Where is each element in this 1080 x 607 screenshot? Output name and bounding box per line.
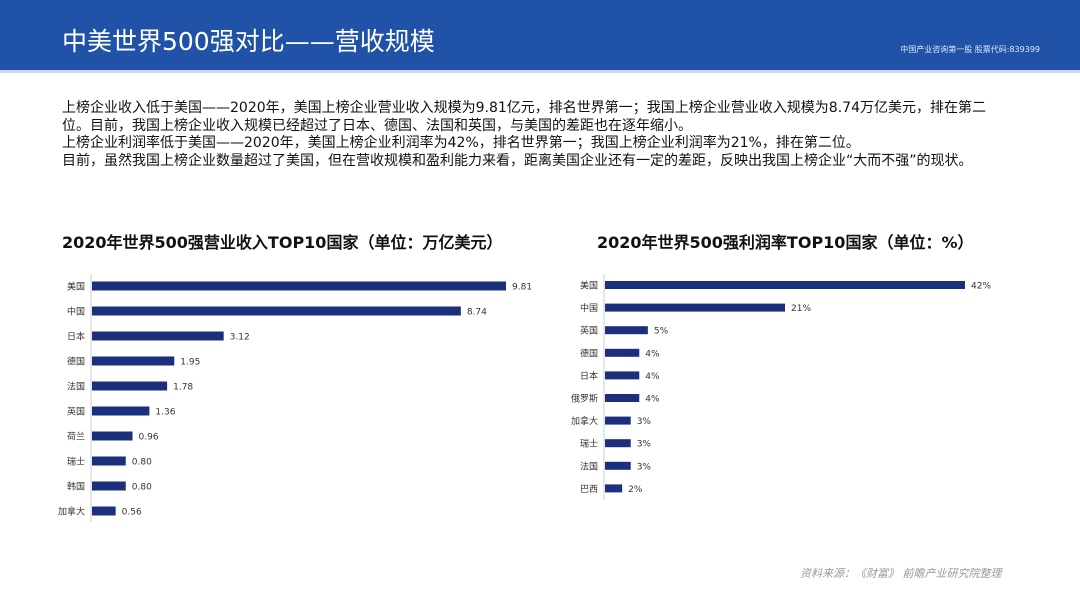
category-label: 德国 xyxy=(580,347,598,359)
page-title: 中美世界500强对比——营收规模 xyxy=(62,27,435,56)
category-label: 加拿大 xyxy=(58,506,85,518)
category-label: 瑞士 xyxy=(67,456,85,468)
value-label: 8.74 xyxy=(467,308,487,318)
value-label: 9.81 xyxy=(512,283,532,293)
category-label: 瑞士 xyxy=(580,438,598,450)
value-label: 1.95 xyxy=(180,358,200,368)
value-label: 4% xyxy=(645,372,660,382)
header-bar: 中美世界500强对比——营收规模 中国产业咨询第一股 股票代码:839399 xyxy=(0,0,1080,73)
bar-0 xyxy=(605,281,965,289)
category-label: 日本 xyxy=(580,370,598,382)
bar-6 xyxy=(92,431,133,441)
category-label: 俄罗斯 xyxy=(571,393,598,405)
profit-chart-title: 2020年世界500强利润率TOP10国家（单位：%） xyxy=(597,233,974,252)
value-label: 4% xyxy=(645,395,660,405)
value-label: 21% xyxy=(791,304,811,314)
value-label: 1.36 xyxy=(155,408,175,418)
value-label: 2% xyxy=(628,485,643,495)
category-label: 美国 xyxy=(67,281,85,293)
bar-3 xyxy=(92,356,175,366)
bar-4 xyxy=(92,381,168,391)
header-company-text: 中国产业咨询第一股 股票代码:839399 xyxy=(900,45,1040,54)
bar-5 xyxy=(605,394,640,402)
category-label: 英国 xyxy=(580,325,598,337)
paragraph: 上榜企业利润率低于美国——2020年，美国上榜企业利润率为42%，排名世界第一；… xyxy=(62,135,860,151)
paragraph: 上榜企业收入低于美国——2020年，美国上榜企业营业收入规模为9.81亿元，排名… xyxy=(62,100,986,134)
bar-2 xyxy=(605,326,648,335)
category-label: 荷兰 xyxy=(67,431,85,443)
bar-1 xyxy=(92,306,461,316)
category-label: 巴西 xyxy=(580,484,598,495)
bar-3 xyxy=(605,348,640,357)
source-note: 资料来源：《财富》 前瞻产业研究院整理 xyxy=(800,567,1002,580)
category-label: 英国 xyxy=(67,406,85,418)
category-label: 法国 xyxy=(67,381,85,393)
value-label: 3% xyxy=(637,462,652,472)
bar-2 xyxy=(92,331,224,341)
bar-5 xyxy=(92,406,150,416)
category-label: 德国 xyxy=(67,356,85,368)
value-label: 5% xyxy=(654,327,669,337)
category-label: 日本 xyxy=(67,331,85,343)
value-label: 1.78 xyxy=(173,383,193,393)
category-label: 法国 xyxy=(580,460,598,472)
value-label: 42% xyxy=(971,282,991,292)
revenue-chart-title: 2020年世界500强营业收入TOP10国家（单位：万亿美元） xyxy=(62,233,503,252)
category-label: 中国 xyxy=(67,306,85,318)
category-label: 加拿大 xyxy=(571,415,598,427)
category-label: 中国 xyxy=(580,302,598,314)
bar-4 xyxy=(605,371,640,380)
summary-text: 上榜企业收入低于美国——2020年，美国上榜企业营业收入规模为9.81亿元，排名… xyxy=(62,100,992,170)
bar-8 xyxy=(605,461,631,470)
value-label: 0.80 xyxy=(132,458,152,468)
value-label: 0.80 xyxy=(132,483,152,493)
value-label: 0.96 xyxy=(139,433,159,443)
value-label: 3% xyxy=(637,440,652,450)
category-label: 美国 xyxy=(580,280,598,292)
bar-9 xyxy=(605,484,623,493)
bar-0 xyxy=(92,281,506,291)
bar-6 xyxy=(605,416,631,425)
bar-7 xyxy=(92,456,126,466)
bar-1 xyxy=(605,303,785,312)
category-label: 韩国 xyxy=(67,481,85,493)
paragraph: 目前，虽然我国上榜企业数量超过了美国，但在营收规模和盈利能力来看，距离美国企业还… xyxy=(62,152,973,169)
bar-8 xyxy=(92,481,126,491)
bar-9 xyxy=(92,506,116,516)
value-label: 4% xyxy=(645,349,660,359)
value-label: 0.56 xyxy=(122,508,142,518)
value-label: 3.12 xyxy=(230,333,250,343)
value-label: 3% xyxy=(637,417,652,427)
bar-7 xyxy=(605,439,631,448)
